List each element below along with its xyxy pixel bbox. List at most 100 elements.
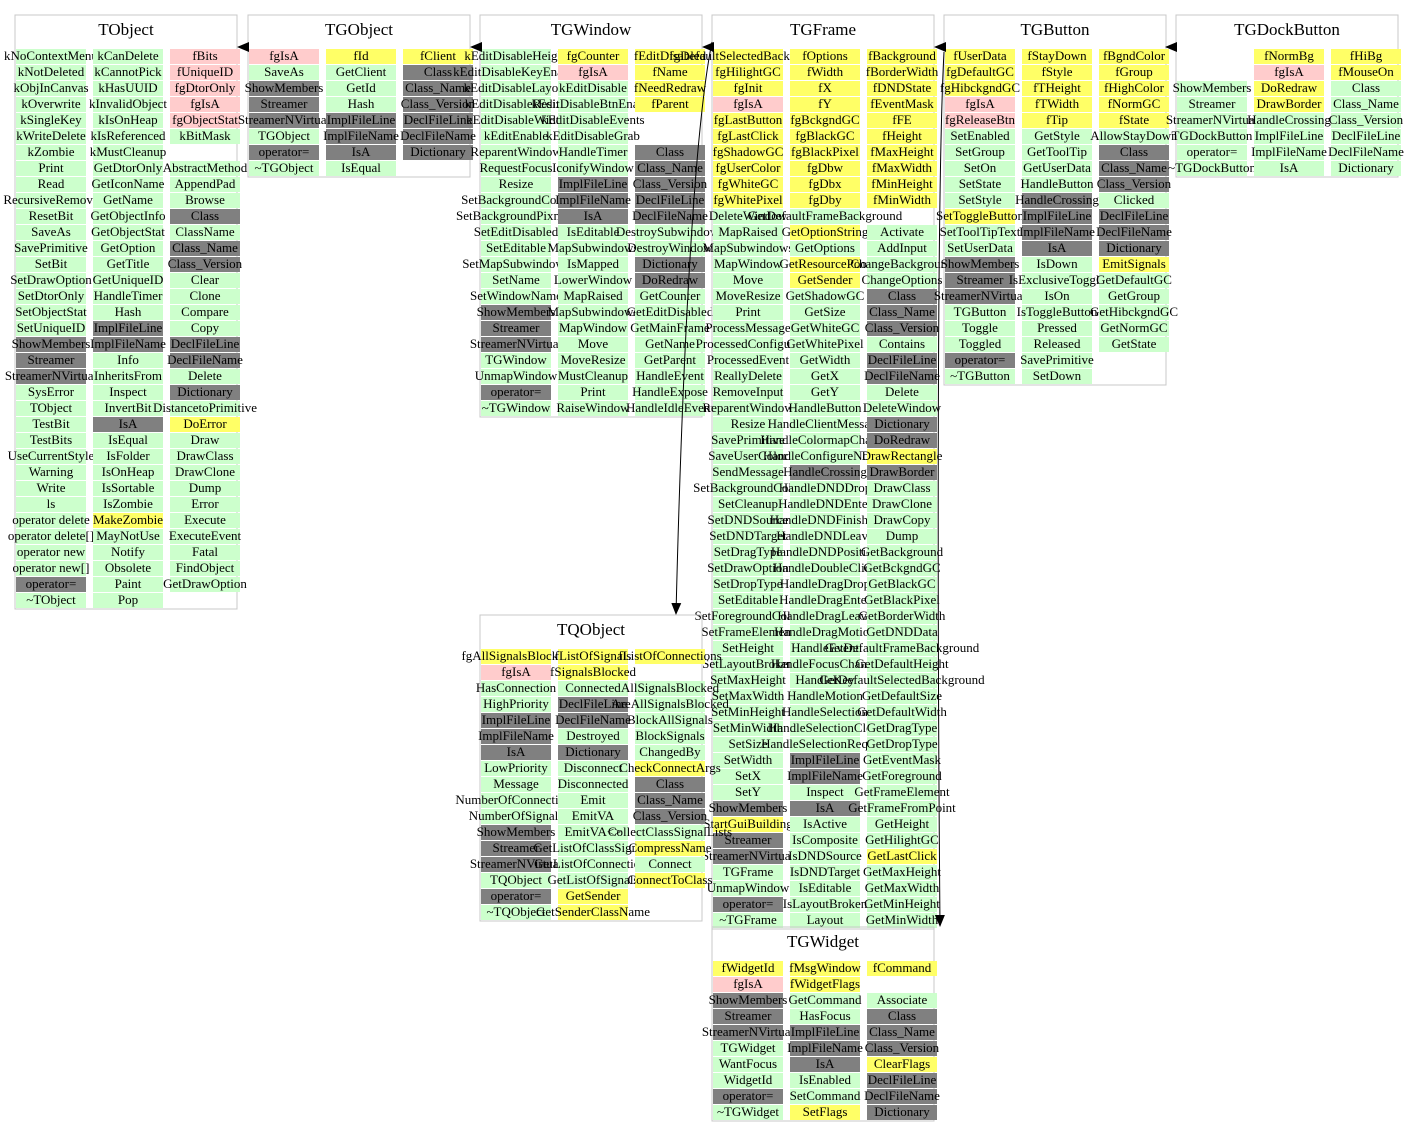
member-name: GetParent [644,352,696,367]
member-cell [790,289,860,304]
member-name: SendMessage [712,464,784,479]
member-cell [558,793,628,808]
member-name: HandleCrossing [783,464,867,479]
member-name: SetUserData [947,240,1013,255]
member-cell [326,129,396,144]
member-cell [1022,289,1092,304]
member-cell [481,225,551,240]
member-name: Class_Name [1101,160,1167,175]
member-cell [713,593,783,608]
member-name: IsDown [1036,256,1078,271]
member-name: GetBorderWidth [859,608,946,623]
member-cell [713,385,783,400]
member-cell [867,609,937,624]
member-name: operator= [259,144,310,159]
member-cell [713,1025,783,1040]
member-cell [1254,49,1324,64]
member-name: operator= [723,896,774,911]
member-cell [16,593,86,608]
member-name: kBitMask [179,128,231,143]
member-name: Activate [880,224,924,239]
member-name: kCannotPick [94,64,162,79]
member-name: ConnectToClass [627,872,712,887]
member-cell [16,433,86,448]
member-name: kCanDelete [97,48,159,63]
member-cell [16,353,86,368]
member-cell [945,225,1015,240]
member-cell [16,385,86,400]
member-cell [790,497,860,512]
member-name: HandleSelectionRequest [761,736,889,751]
member-cell [481,369,551,384]
member-cell [1099,81,1169,96]
member-name: IsEditable [799,880,852,895]
member-cell [481,289,551,304]
member-name: DeclFileName [555,712,631,727]
member-name: DestroySubwindows [616,224,724,239]
member-name: fgIsA [578,64,608,79]
member-cell [713,913,783,928]
member-cell [1254,113,1324,128]
member-cell [1254,65,1324,80]
member-name: kNoContextMenu [4,48,98,63]
member-cell [790,305,860,320]
member-cell [16,497,86,512]
member-name: ~TObject [26,592,76,607]
member-name: fBackground [868,48,936,63]
member-cell [867,881,937,896]
member-cell [558,337,628,352]
member-name: DoRedraw [874,432,931,447]
member-cell [481,857,551,872]
member-name: GetDragType [867,720,938,735]
member-cell [249,113,319,128]
member-cell [867,753,937,768]
member-cell [713,481,783,496]
member-name: SetWidth [724,752,773,767]
member-cell [713,369,783,384]
member-name: GetOption [101,240,156,255]
member-name: Dictionary [1106,240,1162,255]
member-cell [713,769,783,784]
member-name: kEditDisableGrab [546,128,640,143]
member-cell [867,1105,937,1120]
member-name: StreamerNVirtual [5,368,98,383]
member-name: Class_Version [168,256,243,271]
member-name: GetMaxWidth [865,880,940,895]
member-cell [1022,321,1092,336]
member-cell [1022,193,1092,208]
member-name: Print [38,160,64,175]
member-name: HandleMotion [787,688,863,703]
member-name: fgIsA [1274,64,1304,79]
member-cell [713,241,783,256]
member-cell [558,273,628,288]
member-cell [790,97,860,112]
member-cell [790,145,860,160]
member-cell [713,305,783,320]
member-name: SetDown [1033,368,1082,383]
member-cell [867,849,937,864]
member-cell [170,257,240,272]
member-cell [558,873,628,888]
member-cell [945,177,1015,192]
member-name: Class_Name [637,160,703,175]
member-name: Class_Version [401,96,476,111]
member-cell [713,609,783,624]
member-name: fgWhitePixel [713,192,783,207]
member-cell [867,321,937,336]
member-name: CompressName [628,840,711,855]
member-name: HandleFocusChange [771,656,880,671]
member-name: GetState [1112,336,1157,351]
member-cell [481,97,551,112]
member-name: HandleColormapChange [760,432,889,447]
member-cell [867,993,937,1008]
member-cell [93,305,163,320]
member-cell [558,257,628,272]
member-cell [16,209,86,224]
member-name: DeclFileLine [1332,128,1401,143]
member-name: IsEditable [567,224,620,239]
member-name: fListOfConnections [618,648,721,663]
member-name: SetStyle [958,192,1002,207]
member-cell [481,713,551,728]
member-cell [713,97,783,112]
member-name: Dump [886,528,919,543]
